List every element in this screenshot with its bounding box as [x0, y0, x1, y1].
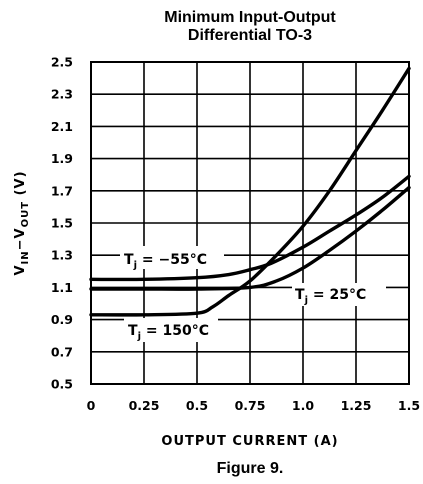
series-line-tj-minus55 — [89, 174, 411, 282]
chart-title-line2: Differential TO-3 — [188, 27, 312, 44]
annotation-tj-25: Tj = 25°C — [295, 287, 366, 306]
y-tick-label: 1.9 — [51, 151, 73, 166]
y-tick-label: 2.1 — [51, 119, 73, 134]
y-axis-label: VIN−VOUT (V) — [13, 170, 31, 275]
x-tick-label: 1.0 — [292, 398, 314, 413]
series-line-tj-150 — [89, 66, 411, 317]
y-tick-label: 0.9 — [51, 312, 73, 327]
x-tick-label: 0.5 — [186, 398, 208, 413]
chart-title-line1: Minimum Input-Output — [164, 9, 336, 26]
figure-caption: Figure 9. — [217, 460, 284, 477]
y-tick-label: 0.7 — [51, 344, 73, 359]
y-tick-label: 2.5 — [51, 55, 73, 70]
annotation-bg-minus55 — [120, 246, 224, 269]
plot-frame — [90, 61, 410, 385]
y-tick-label: 2.3 — [51, 87, 73, 102]
annotation-tj-minus55: Tj = −55°C — [124, 252, 207, 271]
annotation-tj-150: Tj = 150°C — [128, 323, 209, 342]
x-tick-label: 0 — [87, 398, 96, 413]
series-line-tj-25 — [89, 185, 411, 291]
y-tick-label: 1.3 — [51, 248, 73, 263]
annotation-bg-25 — [292, 283, 386, 306]
y-tick-label: 0.5 — [51, 377, 73, 392]
annotation-bg-150 — [124, 318, 218, 342]
x-tick-label: 1.25 — [341, 398, 372, 413]
series-layer — [89, 66, 411, 317]
x-axis-label: OUTPUT CURRENT (A) — [161, 434, 338, 449]
y-tick-labels: 0.5 0.7 0.9 1.1 1.3 1.5 1.7 1.9 2.1 2.3 2.5 — [51, 55, 73, 392]
x-tick-labels: 0 0.25 0.5 0.75 1.0 1.25 1.5 — [87, 398, 420, 413]
x-tick-label: 1.5 — [398, 398, 420, 413]
y-tick-label: 1.7 — [51, 183, 73, 198]
y-tick-label: 1.1 — [51, 280, 73, 295]
x-tick-label: 0.25 — [129, 398, 160, 413]
y-tick-label: 1.5 — [51, 216, 73, 231]
x-tick-label: 0.75 — [235, 398, 266, 413]
